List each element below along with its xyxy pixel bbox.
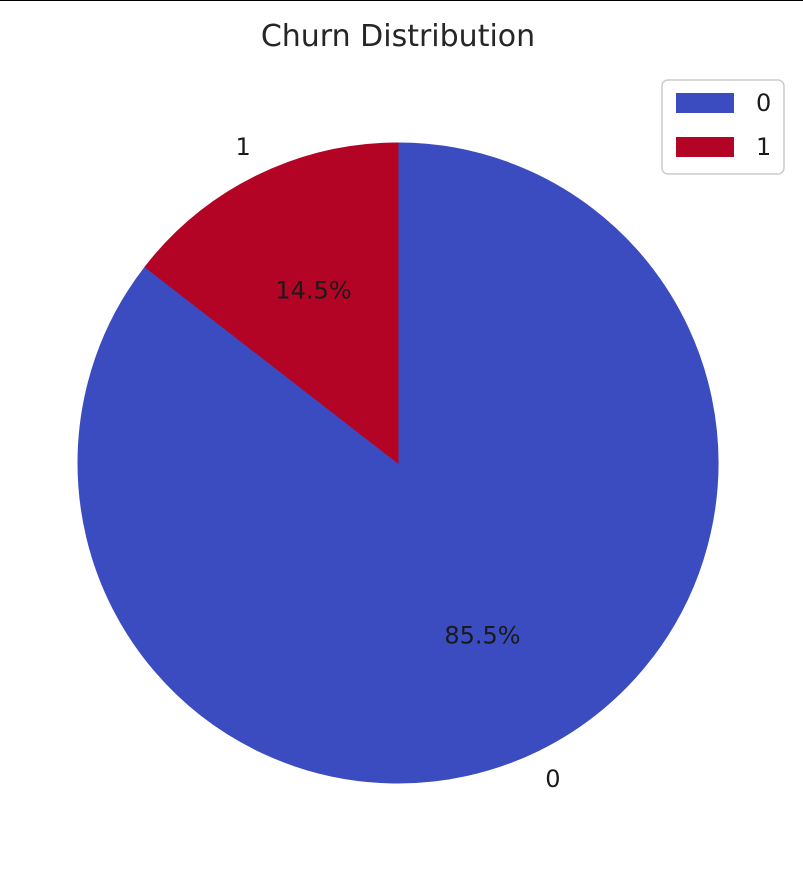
chart-title: Churn Distribution (261, 19, 535, 54)
legend-label-1: 1 (756, 133, 771, 161)
pie-category-label-0: 0 (545, 765, 560, 793)
pie-slices (77, 142, 719, 784)
pie-percent-label-1: 14.5% (275, 277, 351, 305)
legend-swatch-1 (676, 137, 734, 157)
legend-label-0: 0 (756, 89, 771, 117)
pie-percent-label-0: 85.5% (444, 621, 520, 649)
pie-labels: 85.5% 0 14.5% 1 (236, 133, 561, 793)
pie-category-label-1: 1 (236, 133, 251, 161)
pie-slice-1 (144, 142, 399, 465)
legend-swatch-0 (676, 93, 734, 113)
legend: 01 (661, 79, 785, 175)
